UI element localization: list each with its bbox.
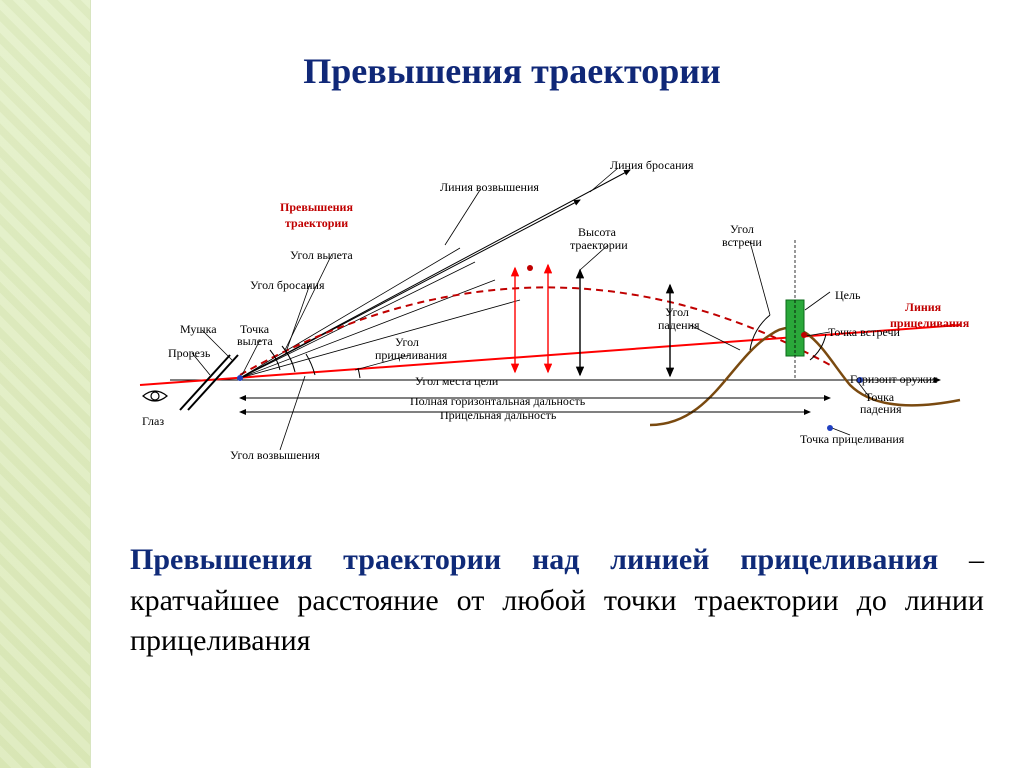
label-l_exc_traj: Превышения — [280, 200, 353, 215]
label-l_target: Цель — [835, 288, 860, 303]
definition-keyword: Превышения траектории над линией прицели… — [130, 543, 938, 576]
label-l_eye: Глаз — [142, 414, 164, 429]
label-l_aim_ang2: прицеливания — [375, 348, 447, 363]
label-l_place_ang: Угол места цели — [415, 374, 498, 389]
diagram-svg — [110, 150, 980, 480]
label-l_aim_range: Прицельная дальность — [440, 408, 556, 423]
label-l_full_range: Полная горизонтальная дальность — [410, 394, 585, 409]
page-title: Превышения траектории — [0, 50, 1024, 92]
label-l_throw_ang: Угол бросания — [250, 278, 324, 293]
side-pattern — [0, 0, 91, 768]
label-l_elev_ang: Угол возвышения — [230, 448, 320, 463]
label-l_aim_line: Линия — [905, 300, 941, 315]
label-l_fall_ang2: падения — [658, 318, 700, 333]
label-l_meet_pt: Точка встречи — [828, 325, 900, 340]
label-l_dep_pt2: вылета — [237, 334, 273, 349]
label-l_aim_line2: прицеливания — [890, 316, 969, 331]
label-l_front: Мушка — [180, 322, 217, 337]
label-l_notch: Прорезь — [168, 346, 210, 361]
label-l_horizon: Горизонт оружия — [850, 372, 938, 387]
label-l_exc_traj2: траектории — [285, 216, 348, 231]
label-l_height2: траектории — [570, 238, 628, 253]
trajectory-diagram: Линия бросания Линия возвышения Превышения… — [110, 150, 980, 480]
label-l_throw: Линия бросания — [610, 158, 694, 173]
definition-text: Превышения траектории над линией прицели… — [130, 540, 984, 662]
label-l_aim_pt: Точка прицеливания — [800, 432, 904, 447]
label-l_fall_pt2: падения — [860, 402, 902, 417]
label-l_meet_ang2: встречи — [722, 235, 762, 250]
label-l_elev: Линия возвышения — [440, 180, 539, 195]
label-l_fly_out: Угол вылета — [290, 248, 353, 263]
